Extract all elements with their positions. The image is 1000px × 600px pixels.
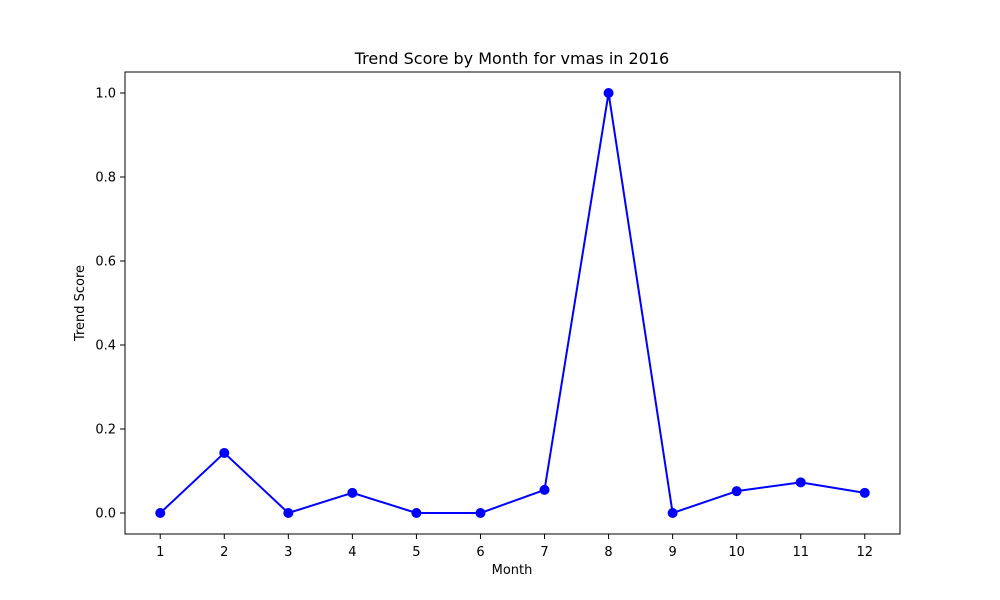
plot-frame xyxy=(124,71,901,535)
data-point xyxy=(795,477,806,488)
data-point xyxy=(731,486,742,497)
data-point xyxy=(859,487,870,498)
data-point xyxy=(347,487,358,498)
x-tick-label: 4 xyxy=(348,545,356,560)
x-tick-label: 5 xyxy=(412,545,420,560)
x-tick-label: 2 xyxy=(220,545,228,560)
x-tick-label: 8 xyxy=(604,545,612,560)
x-tick-label: 11 xyxy=(792,545,809,560)
x-tick-label: 9 xyxy=(668,545,676,560)
data-point xyxy=(475,508,486,518)
data-point xyxy=(155,508,166,518)
x-axis-ticks: 1 2 3 4 5 6 7 8 9 10 11 12 xyxy=(156,534,873,560)
data-point xyxy=(219,447,230,458)
chart-title: Trend Score by Month for vmas in 2016 xyxy=(354,49,669,68)
x-tick-label: 3 xyxy=(284,545,292,560)
x-axis-label: Month xyxy=(492,563,533,578)
plot-area xyxy=(125,72,900,534)
data-point xyxy=(283,508,294,518)
series-line xyxy=(159,92,865,514)
y-axis-label: Trend Score xyxy=(73,265,88,342)
x-tick-label: 12 xyxy=(856,545,873,560)
y-tick-label: 0.4 xyxy=(95,339,116,354)
x-tick-label: 7 xyxy=(540,545,548,560)
x-tick-label: 6 xyxy=(476,545,484,560)
y-tick-label: 0.8 xyxy=(95,171,116,186)
y-tick-label: 0.0 xyxy=(95,507,116,522)
x-tick-label: 1 xyxy=(156,545,164,560)
y-tick-label: 0.6 xyxy=(95,255,116,270)
series-layer xyxy=(155,88,870,518)
data-point xyxy=(411,508,422,518)
data-point xyxy=(603,88,614,98)
y-tick-label: 1.0 xyxy=(95,87,116,102)
y-tick-label: 0.2 xyxy=(95,423,116,438)
data-point xyxy=(667,508,678,518)
data-point xyxy=(539,484,550,495)
y-axis-ticks: 0.0 0.2 0.4 0.6 0.8 1.0 xyxy=(95,87,125,522)
x-tick-label: 10 xyxy=(728,545,745,560)
